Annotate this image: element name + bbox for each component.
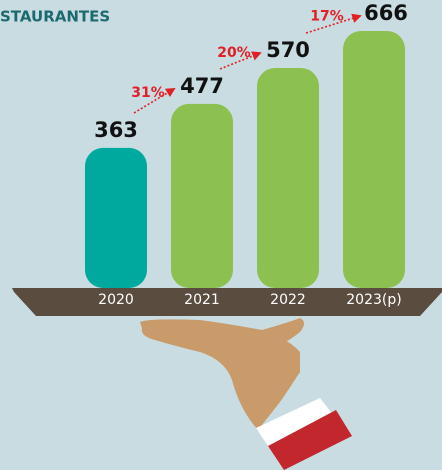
bar	[85, 148, 147, 288]
value-label: 477	[180, 74, 224, 98]
growth-label: 17%	[310, 9, 344, 25]
value-label: 363	[94, 118, 138, 142]
bar	[257, 68, 319, 288]
page: STAURANTES 363 2020 477 2021 570 2022 666 2023(…	[0, 0, 442, 470]
value-label: 570	[266, 38, 310, 62]
x-tick-label: 2021	[184, 292, 220, 308]
chart: STAURANTES 363 2020 477 2021 570 2022 666 2023(…	[0, 0, 442, 470]
growth-label: 20%	[217, 45, 251, 61]
x-tick-label: 2022	[270, 292, 306, 308]
chart-title: STAURANTES	[0, 8, 110, 26]
bar	[171, 104, 233, 288]
bar	[343, 31, 405, 288]
value-label: 666	[364, 1, 408, 25]
x-tick-label: 2020	[98, 292, 134, 308]
growth-label: 31%	[131, 85, 165, 101]
x-tick-label: 2023(p)	[346, 292, 401, 308]
